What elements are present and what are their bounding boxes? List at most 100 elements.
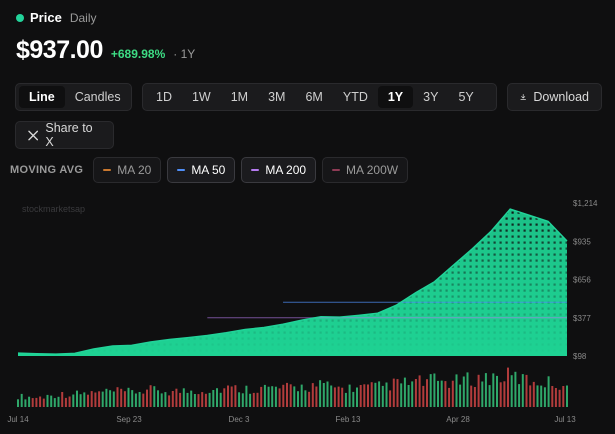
volume-bar [352,391,355,407]
volume-bar [507,367,509,407]
volume-bar [370,382,373,407]
volume-bar [223,388,226,407]
range-3m[interactable]: 3M [268,90,286,104]
change-period: · 1Y [173,47,195,61]
range-1m[interactable]: 1M [230,90,249,104]
x-tick-label: Sep 23 [116,415,142,424]
volume-bar [28,396,31,407]
price-summary: $937.00 +689.98% · 1Y [16,36,195,65]
volume-bar [521,374,524,407]
volume-bar [496,375,498,407]
ma200-toggle[interactable]: MA 200 [241,157,317,183]
volume-bar [367,384,369,407]
volume-bar [444,381,447,407]
volume-bar [341,387,344,407]
volume-bar [440,380,443,407]
volume-bar [503,381,506,407]
volume-bar [315,386,318,407]
volume-bar [204,393,207,407]
volume-bar [562,386,565,407]
volume-bar [293,386,296,407]
ma20-swatch [103,168,112,172]
ma200w-label: MA 200W [346,163,399,177]
volume-bar [333,387,336,407]
volume-bar [238,392,241,407]
volume-bar [319,380,322,407]
volume-bar [87,394,89,407]
volume-bar [256,392,259,407]
volume-bar [61,392,64,407]
ma200w-toggle[interactable]: MA 200W [322,157,409,183]
volume-bar [344,392,347,407]
range-1y[interactable]: 1Y [377,86,414,108]
volume-bar [146,389,148,407]
range-5y[interactable]: 5Y [458,90,474,104]
ma50-toggle[interactable]: MA 50 [167,157,236,183]
volume-bar [403,377,406,407]
y-tick-label: $98 [573,352,587,361]
ma20-toggle[interactable]: MA 20 [93,157,162,183]
volume-bar [142,393,145,407]
volume-bar [17,399,19,407]
volume-bar [311,383,314,407]
range-3y[interactable]: 3Y [423,90,439,104]
volume-bar [112,391,115,407]
volume-bar [68,396,71,407]
volume-bar [477,374,480,407]
x-tick-label: Dec 3 [229,415,250,424]
volume-bar [171,391,174,407]
x-tick-label: Apr 28 [446,415,470,424]
x-tick-label: Feb 13 [336,415,361,424]
volume-bar [274,386,277,407]
volume-bar [484,373,487,407]
volume-bar [53,398,56,407]
volume-bar [411,381,414,407]
volume-bar [179,392,182,407]
volume-bar [337,386,340,407]
volume-bar [216,388,218,407]
price-line [17,208,568,355]
volume-bar [308,391,311,407]
volume-bar [481,381,484,407]
volume-bar [193,394,196,407]
volume-bar [566,385,568,407]
volume-bar [525,374,528,407]
volume-bar [120,388,123,407]
volume-bar [241,393,244,407]
volume-bar [278,388,281,407]
volume-bar [536,385,539,407]
range-ytd[interactable]: YTD [342,90,368,104]
volume-bars [17,367,568,407]
volume-bar [175,388,178,407]
volume-bar [459,384,462,407]
volume-bar [378,381,381,407]
tab-candles[interactable]: Candles [74,90,121,104]
volume-bar [138,392,141,407]
y-tick-label: $377 [573,314,591,323]
volume-bar [249,393,252,407]
period-label: 1Y [180,47,196,61]
volume-bar [46,394,49,407]
volume-bar [543,387,546,407]
volume-bar [374,382,377,407]
volume-bar [422,385,425,407]
volume-bar [57,396,60,407]
range-1d[interactable]: 1D [156,90,172,104]
volume-bar [267,386,270,407]
share-to-x-button[interactable]: Share to X [15,121,114,149]
volume-bar [433,373,436,407]
volume-bar [245,385,248,407]
ma200-label: MA 200 [265,163,307,177]
moving-avg-title: MOVING AVG [10,164,84,176]
volume-bar [157,390,159,407]
range-6m[interactable]: 6M [305,90,323,104]
ma50-swatch [177,168,186,172]
price-chart[interactable]: stockmarketsap $1,214 $935 $656 $377 $98 Jul… [0,188,615,434]
download-button[interactable]: Download [507,83,602,111]
volume-bar [182,388,185,407]
range-1w[interactable]: 1W [191,90,211,104]
tab-line[interactable]: Line [19,86,65,108]
volume-bar [212,390,215,407]
volume-bar [197,394,200,407]
period-separator: · [173,47,178,61]
